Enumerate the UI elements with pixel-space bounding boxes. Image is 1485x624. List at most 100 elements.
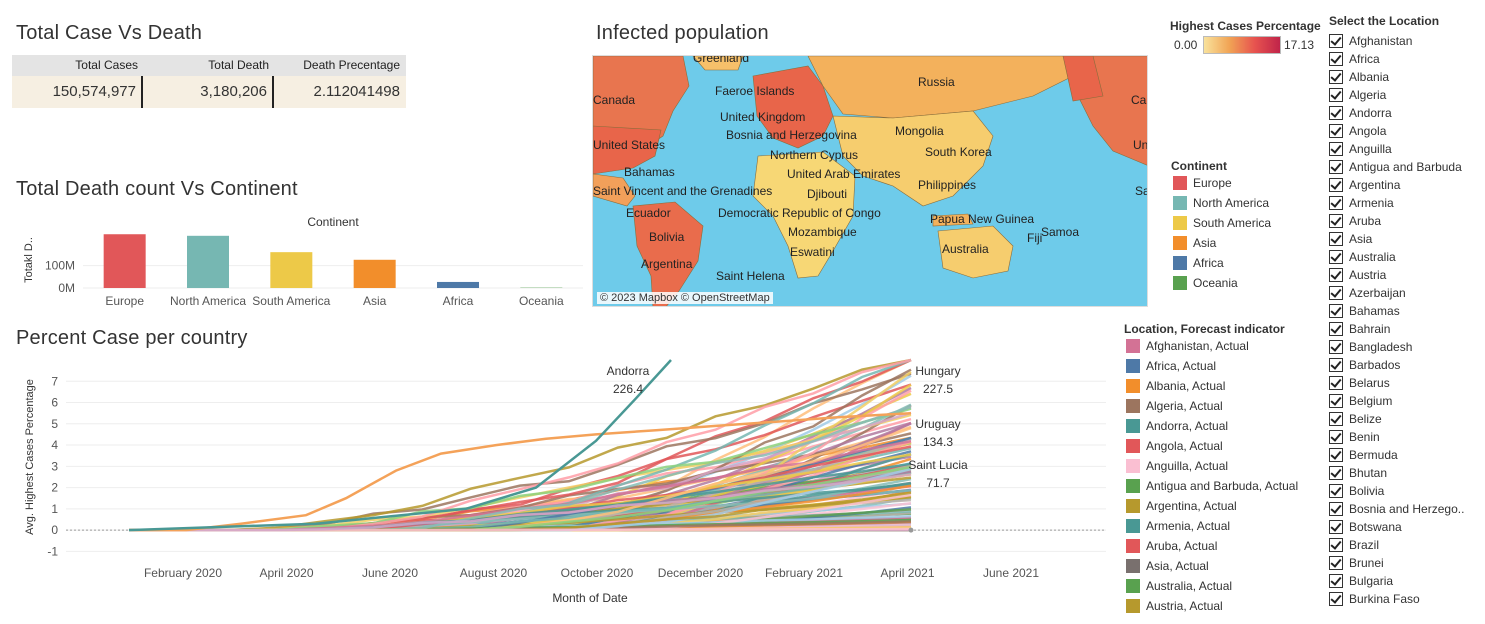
location-option-australia[interactable]: Australia (1329, 248, 1485, 266)
legend-forecast-item-asia-actual[interactable]: Asia, Actual (1126, 559, 1209, 573)
checkbox-checked-icon[interactable] (1329, 340, 1343, 354)
location-option-armenia[interactable]: Armenia (1329, 194, 1485, 212)
checkbox-checked-icon[interactable] (1329, 34, 1343, 48)
checkbox-checked-icon[interactable] (1329, 376, 1343, 390)
legend-forecast-item-australia-actual[interactable]: Australia, Actual (1126, 579, 1232, 593)
map-label-northern-cyprus: Northern Cyprus (770, 148, 859, 162)
checkbox-checked-icon[interactable] (1329, 430, 1343, 444)
location-option-bermuda[interactable]: Bermuda (1329, 446, 1485, 464)
location-filter-list[interactable]: Afghanistan Africa Albania Algeria Andorra An… (1329, 32, 1485, 608)
checkbox-checked-icon[interactable] (1329, 52, 1343, 66)
checkbox-checked-icon[interactable] (1329, 88, 1343, 102)
map-region-europe (752, 65, 834, 149)
legend-continent-item-europe[interactable]: Europe (1173, 176, 1232, 190)
location-option-bosnia-and-herzego[interactable]: Bosnia and Herzego.. (1329, 500, 1485, 518)
legend-forecast-item-argentina-actual[interactable]: Argentina, Actual (1126, 499, 1237, 513)
location-filter[interactable]: Select the Location Afghanistan Africa Alb… (1329, 14, 1485, 614)
legend-forecast-item-andorra-actual[interactable]: Andorra, Actual (1126, 419, 1228, 433)
checkbox-checked-icon[interactable] (1329, 196, 1343, 210)
legend-forecast-item-antigua-and-barbuda-actual[interactable]: Antigua and Barbuda, Actual (1126, 479, 1298, 493)
checkbox-checked-icon[interactable] (1329, 556, 1343, 570)
kpi-value-death-percentage[interactable]: 2.112041498 (313, 83, 400, 100)
location-option-africa[interactable]: Africa (1329, 50, 1485, 68)
location-option-bolivia[interactable]: Bolivia (1329, 482, 1485, 500)
checkbox-checked-icon[interactable] (1329, 358, 1343, 372)
legend-forecast-item-afghanistan-actual[interactable]: Afghanistan, Actual (1126, 339, 1249, 353)
legend-swatch (1126, 419, 1140, 433)
checkbox-checked-icon[interactable] (1329, 124, 1343, 138)
location-option-bulgaria[interactable]: Bulgaria (1329, 572, 1485, 590)
location-option-argentina[interactable]: Argentina (1329, 176, 1485, 194)
location-option-angola[interactable]: Angola (1329, 122, 1485, 140)
location-option-anguilla[interactable]: Anguilla (1329, 140, 1485, 158)
location-option-albania[interactable]: Albania (1329, 68, 1485, 86)
legend-forecast-item-aruba-actual[interactable]: Aruba, Actual (1126, 539, 1217, 553)
location-option-asia[interactable]: Asia (1329, 230, 1485, 248)
checkbox-checked-icon[interactable] (1329, 538, 1343, 552)
checkbox-checked-icon[interactable] (1329, 250, 1343, 264)
location-option-belgium[interactable]: Belgium (1329, 392, 1485, 410)
checkbox-checked-icon[interactable] (1329, 466, 1343, 480)
checkbox-checked-icon[interactable] (1329, 232, 1343, 246)
location-option-andorra[interactable]: Andorra (1329, 104, 1485, 122)
checkbox-checked-icon[interactable] (1329, 106, 1343, 120)
checkbox-checked-icon[interactable] (1329, 448, 1343, 462)
kpi-value-total-cases[interactable]: 150,574,977 (12, 76, 143, 108)
checkbox-checked-icon[interactable] (1329, 502, 1343, 516)
checkbox-checked-icon[interactable] (1329, 286, 1343, 300)
location-option-belize[interactable]: Belize (1329, 410, 1485, 428)
legend-continent-item-north-america[interactable]: North America (1173, 196, 1269, 210)
location-option-azerbaijan[interactable]: Azerbaijan (1329, 284, 1485, 302)
location-option-botswana[interactable]: Botswana (1329, 518, 1485, 536)
legend-gradient-min: 0.00 (1174, 38, 1198, 52)
legend-forecast-item-algeria-actual[interactable]: Algeria, Actual (1126, 399, 1223, 413)
legend-forecast-item-armenia-actual[interactable]: Armenia, Actual (1126, 519, 1230, 533)
location-option-algeria[interactable]: Algeria (1329, 86, 1485, 104)
checkbox-checked-icon[interactable] (1329, 322, 1343, 336)
checkbox-checked-icon[interactable] (1329, 574, 1343, 588)
checkbox-checked-icon[interactable] (1329, 178, 1343, 192)
location-option-afghanistan[interactable]: Afghanistan (1329, 32, 1485, 50)
location-option-brunei[interactable]: Brunei (1329, 554, 1485, 572)
map-attribution[interactable]: © 2023 Mapbox © OpenStreetMap (597, 292, 773, 304)
location-option-barbados[interactable]: Barbados (1329, 356, 1485, 374)
location-option-antigua-and-barbuda[interactable]: Antigua and Barbuda (1329, 158, 1485, 176)
annotation-name-andorra: Andorra (607, 364, 650, 378)
location-option-bangladesh[interactable]: Bangladesh (1329, 338, 1485, 356)
legend-continent-item-asia[interactable]: Asia (1173, 236, 1216, 250)
checkbox-checked-icon[interactable] (1329, 394, 1343, 408)
kpi-value-total-death[interactable]: 3,180,206 (143, 76, 274, 108)
legend-forecast-item-albania-actual[interactable]: Albania, Actual (1126, 379, 1225, 393)
legend-forecast-item-anguilla-actual[interactable]: Anguilla, Actual (1126, 459, 1228, 473)
infected-population-map[interactable]: Greenland Russia Canada Faeroe Islands U… (592, 55, 1148, 307)
location-option-brazil[interactable]: Brazil (1329, 536, 1485, 554)
checkbox-checked-icon[interactable] (1329, 268, 1343, 282)
checkbox-checked-icon[interactable] (1329, 160, 1343, 174)
checkbox-checked-icon[interactable] (1329, 484, 1343, 498)
legend-forecast-item-angola-actual[interactable]: Angola, Actual (1126, 439, 1223, 453)
checkbox-checked-icon[interactable] (1329, 592, 1343, 606)
location-option-bhutan[interactable]: Bhutan (1329, 464, 1485, 482)
location-option-burkina-faso[interactable]: Burkina Faso (1329, 590, 1485, 608)
legend-forecast-item-africa-actual[interactable]: Africa, Actual (1126, 359, 1216, 373)
legend-continent-item-oceania[interactable]: Oceania (1173, 276, 1238, 290)
location-option-aruba[interactable]: Aruba (1329, 212, 1485, 230)
legend-swatch (1173, 276, 1187, 290)
location-option-bahamas[interactable]: Bahamas (1329, 302, 1485, 320)
checkbox-checked-icon[interactable] (1329, 520, 1343, 534)
location-option-belarus[interactable]: Belarus (1329, 374, 1485, 392)
checkbox-checked-icon[interactable] (1329, 304, 1343, 318)
legend-forecast-item-austria-actual[interactable]: Austria, Actual (1126, 599, 1223, 613)
legend-continent-item-south-america[interactable]: South America (1173, 216, 1271, 230)
location-option-austria[interactable]: Austria (1329, 266, 1485, 284)
location-option-bahrain[interactable]: Bahrain (1329, 320, 1485, 338)
location-option-benin[interactable]: Benin (1329, 428, 1485, 446)
checkbox-checked-icon[interactable] (1329, 142, 1343, 156)
checkbox-checked-icon[interactable] (1329, 214, 1343, 228)
checkbox-checked-icon[interactable] (1329, 412, 1343, 426)
legend-label: Argentina, Actual (1146, 499, 1237, 513)
legend-label: Antigua and Barbuda, Actual (1146, 479, 1299, 493)
bar-y-tick-label: 100M (45, 259, 75, 273)
checkbox-checked-icon[interactable] (1329, 70, 1343, 84)
legend-continent-item-africa[interactable]: Africa (1173, 256, 1224, 270)
